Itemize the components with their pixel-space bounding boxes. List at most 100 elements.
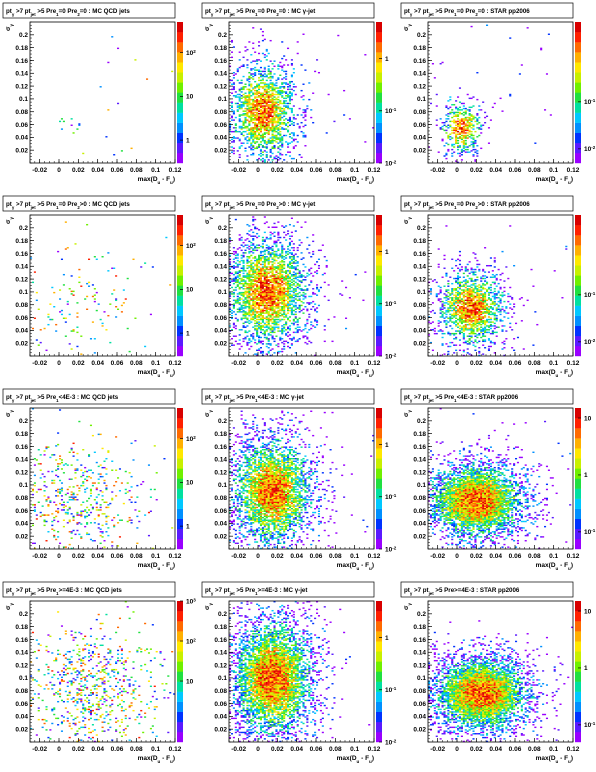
heatmap-cell [285,323,288,326]
heatmap-cell [271,288,274,290]
heatmap-cell [285,270,288,272]
heatmap-cell [271,297,274,299]
heatmap-cell [484,327,487,330]
heatmap-cell [281,348,284,350]
heatmap-cell [230,138,234,141]
heatmap-cell [269,71,272,74]
heatmap-cell [520,64,523,66]
heatmap-cell [478,321,481,323]
heatmap-cell [263,73,266,75]
heatmap-cell [254,264,257,267]
heatmap-cell [304,276,307,278]
heatmap-cell [310,302,313,304]
heatmap-cell [271,83,274,85]
heatmap-cell [283,308,286,310]
heatmap-cell [265,297,268,299]
heatmap-cell [238,263,241,266]
heatmap-cell [472,320,475,322]
heatmap-cell [248,277,251,280]
heatmap-cell [476,152,479,155]
heatmap-cell [457,300,460,303]
heatmap-cell [252,220,255,222]
palette-segment [376,62,382,73]
heatmap-cell [248,257,251,259]
heatmap-cell [236,69,239,71]
heatmap-cell [279,74,282,76]
heatmap-cell [296,307,299,309]
heatmap-cell [464,286,467,289]
heatmap-cell [460,120,463,123]
heatmap-cell [91,321,94,323]
heatmap-cell [518,73,521,75]
heatmap-cell [76,331,79,334]
heatmap-cell [242,340,245,343]
heatmap-cell [316,294,319,296]
heatmap-cell [250,111,253,114]
heatmap-cell [462,329,465,331]
heatmap-cell [312,275,315,277]
heatmap-cell [277,327,280,330]
heatmap-cell [281,307,284,309]
heatmap-cell [279,138,282,141]
heatmap-cell [277,281,280,284]
heatmap-cell [474,311,477,313]
heatmap-cell [304,145,307,147]
heatmap-cell [294,304,297,307]
heatmap-cell [230,266,234,268]
heatmap-cell [256,343,259,345]
heatmap-cell [244,86,247,88]
heatmap-cell [323,272,326,275]
heatmap-cell [273,279,276,281]
heatmap-cell [283,261,286,263]
heatmap-cell [466,120,469,123]
heatmap-cell [464,268,467,271]
heatmap-cell [256,128,259,130]
heatmap-cell [457,125,460,128]
heatmap-cell [277,115,280,117]
heatmap-cell [281,41,284,43]
heatmap-cell [248,303,251,305]
heatmap-cell [304,285,307,287]
heatmap-cell [285,83,288,85]
heatmap-cell [285,97,288,100]
heatmap-cell [484,314,487,317]
heatmap-cell [238,297,241,299]
heatmap-cell [267,68,270,70]
heatmap-cell [258,77,261,79]
heatmap-cell [281,91,284,93]
heatmap-cell [283,263,286,266]
heatmap-cell [261,291,264,294]
heatmap-cell [455,344,458,346]
heatmap-cell [236,284,239,286]
heatmap-cell [458,109,462,111]
heatmap-cell [443,293,446,295]
heatmap-cell [327,284,330,286]
heatmap-cell [474,326,477,328]
heatmap-cell [458,318,462,321]
heatmap-cell [476,119,479,121]
heatmap-cell [240,105,243,107]
palette-segment [575,22,581,33]
heatmap-cell [281,254,284,257]
heatmap-cell [259,326,263,328]
heatmap-cell [285,272,288,275]
heatmap-cell [447,143,450,146]
heatmap-cell [279,271,282,273]
heatmap-cell [296,141,299,143]
heatmap-cell [238,308,241,310]
heatmap-cell [265,107,268,110]
heatmap-cell [292,275,295,277]
heatmap-cell [240,311,243,313]
heatmap-cell [263,106,266,109]
heatmap-cell [271,279,274,281]
heatmap-cell [273,96,276,98]
y-tick-label: 0.18 [214,238,227,245]
heatmap-cell [277,284,280,286]
heatmap-cell [254,329,257,331]
heatmap-cell [230,109,234,111]
heatmap-cell [445,295,448,298]
heatmap-cell [254,134,257,137]
heatmap-cell [265,285,268,287]
heatmap-cell [250,263,253,266]
heatmap-cell [281,107,284,110]
